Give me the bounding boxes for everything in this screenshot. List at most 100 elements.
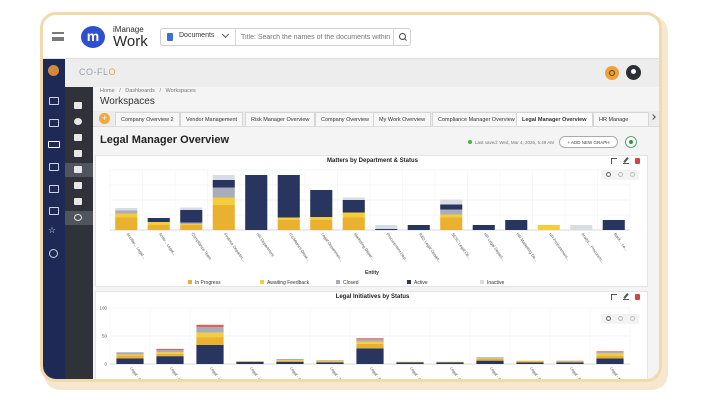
edit-icon[interactable] (623, 158, 629, 164)
bar-active-7 (342, 200, 365, 213)
menu-icon[interactable] (52, 32, 64, 41)
bar-closed-0 (116, 352, 144, 355)
list-icon (74, 102, 82, 109)
bar-active-4 (276, 361, 304, 364)
breadcrumb-home[interactable]: Home (100, 88, 115, 94)
expand-icon[interactable] (611, 294, 617, 300)
bar-inactive-14 (570, 225, 593, 230)
x-axis-label: Entity (365, 270, 379, 276)
copy-tool[interactable] (65, 163, 93, 177)
edit-icon[interactable] (623, 294, 629, 300)
bar-in-progress-10 (516, 361, 544, 363)
initiatives-chart: Legal - Gen... Legal - Inter... Legal - Li… (99, 306, 631, 382)
bar-closed-12 (596, 351, 624, 354)
search-scope-select[interactable]: Documents (179, 32, 215, 39)
zoom-out-icon[interactable] (618, 172, 623, 177)
folder-icon (74, 150, 82, 157)
bar-closed-0 (115, 210, 138, 214)
breadcrumb-separator: / (119, 88, 121, 94)
delete-icon[interactable] (635, 158, 640, 164)
brand-name: iManage (113, 25, 144, 34)
briefcase-nav-icon[interactable] (49, 163, 59, 171)
x-tick-label: Back... Le... (613, 232, 629, 252)
breadcrumb-dashboards[interactable]: Dashboards (125, 88, 155, 94)
check-nav-icon[interactable] (49, 249, 58, 258)
reset-zoom-icon[interactable] (630, 172, 635, 177)
chevron-down-icon[interactable] (221, 30, 230, 39)
zoom-in-icon[interactable] (606, 172, 611, 177)
search-bar: Documents (160, 28, 411, 46)
pie-tool[interactable] (65, 115, 93, 129)
dashboard-nav-icon[interactable] (48, 141, 60, 148)
x-tick-label: Marketing Depar... (353, 232, 376, 262)
bar-active-11 (472, 225, 495, 230)
tab-vendor-management[interactable]: Vendor Management (180, 112, 244, 126)
dashboard-title: Legal Manager Overview (100, 134, 229, 146)
x-tick-label: Legal - Lee... (249, 366, 266, 382)
bar-active-11 (556, 362, 584, 364)
bar-awaiting-feedback-1 (156, 352, 184, 354)
bar-inactive-2 (180, 207, 203, 210)
tab-company-overview[interactable]: Company Overview (315, 112, 375, 126)
bar-in-progress-6 (310, 220, 333, 230)
document-nav-icon[interactable] (49, 97, 59, 105)
bar-active-4 (245, 175, 268, 230)
bar-awaiting-feedback-0 (115, 213, 138, 218)
people-icon (74, 134, 82, 141)
folder-tool-2[interactable] (65, 195, 93, 209)
image-nav-icon[interactable] (49, 185, 59, 193)
expand-icon[interactable] (611, 158, 617, 164)
legend-label-active: Active (414, 280, 428, 286)
tab-hr-manager[interactable]: HR Manage (593, 112, 649, 126)
bar-active-3 (212, 180, 235, 188)
bar-awaiting-feedback-2 (180, 224, 203, 225)
search-icon[interactable] (393, 29, 410, 45)
bar-in-progress-5 (316, 361, 344, 363)
tab-legal-manager-overview[interactable]: Legal Manager Overview (516, 112, 593, 126)
app-switch-icon[interactable] (48, 65, 59, 76)
tab-risk-manager-overview[interactable]: Risk Manager Overview (245, 112, 316, 126)
delete-icon[interactable] (635, 294, 640, 300)
bar-inactive-8 (375, 225, 398, 229)
coflo-logo: CO-FLO (79, 67, 116, 77)
chart-title: Matters by Department & Status (326, 158, 419, 164)
favorites-star-icon[interactable]: ☆ (48, 225, 57, 235)
bar-red-12 (596, 351, 624, 352)
users-icon[interactable] (626, 65, 641, 80)
breadcrumb-workspaces: Workspaces (165, 88, 196, 94)
zoom-out-icon[interactable] (618, 316, 623, 321)
search-input[interactable] (235, 29, 390, 45)
tab-my-work-overview[interactable]: My Work Overview (373, 112, 432, 126)
bar-active-12 (596, 358, 624, 364)
legend-swatch-in-progress (188, 280, 192, 284)
zoom-in-icon[interactable] (606, 316, 611, 321)
zoom-toolbar (601, 314, 639, 324)
settings-gear-icon[interactable] (605, 66, 619, 80)
list-tool[interactable] (65, 99, 93, 113)
x-tick-label: Legal - Litiga... (209, 366, 228, 382)
bar-awaiting-feedback-2 (196, 332, 224, 338)
legend-swatch-active (407, 280, 411, 284)
reset-zoom-icon[interactable] (630, 316, 635, 321)
legend-swatch-awaiting-feedback (260, 280, 264, 284)
bar-awaiting-feedback-6 (356, 341, 384, 344)
tab-company-overview-2[interactable]: Company Overview 2 (115, 112, 180, 126)
tab-compliance-manager-overview[interactable]: Compliance Manager Overview (432, 112, 521, 126)
mail-nav-icon[interactable] (49, 119, 59, 127)
people-tool[interactable] (65, 131, 93, 145)
legend-swatch-inactive (480, 280, 484, 284)
share-icon[interactable] (625, 136, 637, 148)
bar-awaiting-feedback-5 (277, 217, 300, 220)
add-tab-button[interactable]: + (99, 113, 110, 124)
chevron-right-icon[interactable] (650, 114, 656, 120)
folder-tool[interactable] (65, 147, 93, 161)
inbox-nav-icon[interactable] (49, 207, 59, 215)
bar-active-9 (476, 360, 504, 364)
bar-in-progress-4 (276, 360, 304, 362)
folder-icon (74, 198, 82, 205)
add-graph-button[interactable]: + ADD NEW GRAPH (559, 136, 618, 148)
x-tick-label: Legal - Reg... (369, 366, 387, 382)
bar-in-progress-2 (180, 225, 203, 230)
tasks-tool[interactable] (65, 211, 93, 225)
group-tool[interactable] (65, 179, 93, 193)
